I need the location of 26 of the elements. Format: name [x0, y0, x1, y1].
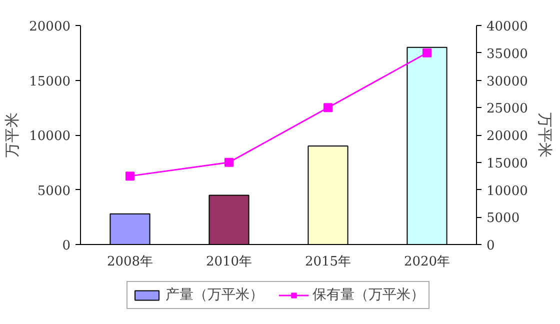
y2-axis-title: 万平米 [536, 112, 554, 158]
point [422, 48, 432, 58]
y-tick-label: 15000 [29, 74, 71, 90]
y-tick-label: 10000 [29, 129, 71, 144]
y2-tick-label: 15000 [486, 156, 528, 172]
point [224, 158, 234, 167]
y-tick-label: 0 [62, 238, 71, 254]
legend-label: 产量（万平米） [166, 286, 264, 304]
y2-tick-label: 25000 [486, 102, 528, 117]
x-tick-label: 2010年 [206, 254, 252, 270]
y2-tick-label: 0 [486, 238, 495, 254]
y2-tick-label: 35000 [486, 46, 528, 62]
y2-tick-label: 10000 [486, 184, 528, 199]
point [126, 172, 134, 181]
x-tick-label: 2015年 [304, 254, 352, 270]
point [324, 103, 332, 112]
x-tick-label: 2020年 [404, 254, 450, 270]
y-tick-label: 5000 [37, 184, 71, 199]
y2-tick-label: 20000 [486, 129, 528, 144]
y2-tick-label: 40000 [486, 20, 528, 34]
y2-tick-label: 30000 [486, 74, 528, 90]
legend-label: 保有量（万平米） [312, 286, 424, 304]
y-tick-label: 20000 [29, 20, 71, 34]
y2-tick-label: 5000 [486, 211, 520, 226]
y-axis-title: 万平米 [3, 112, 22, 158]
x-tick-label: 2008年 [106, 254, 154, 270]
